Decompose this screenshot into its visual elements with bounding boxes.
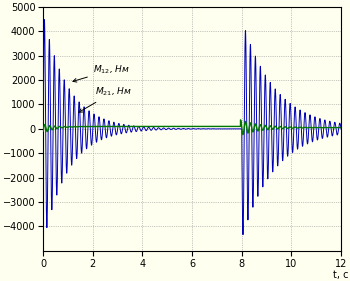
Text: $M_{21}$, Нм: $M_{21}$, Нм bbox=[79, 86, 132, 112]
X-axis label: t, c: t, c bbox=[333, 270, 349, 280]
Text: $M_{12}$, Нм: $M_{12}$, Нм bbox=[73, 64, 130, 82]
